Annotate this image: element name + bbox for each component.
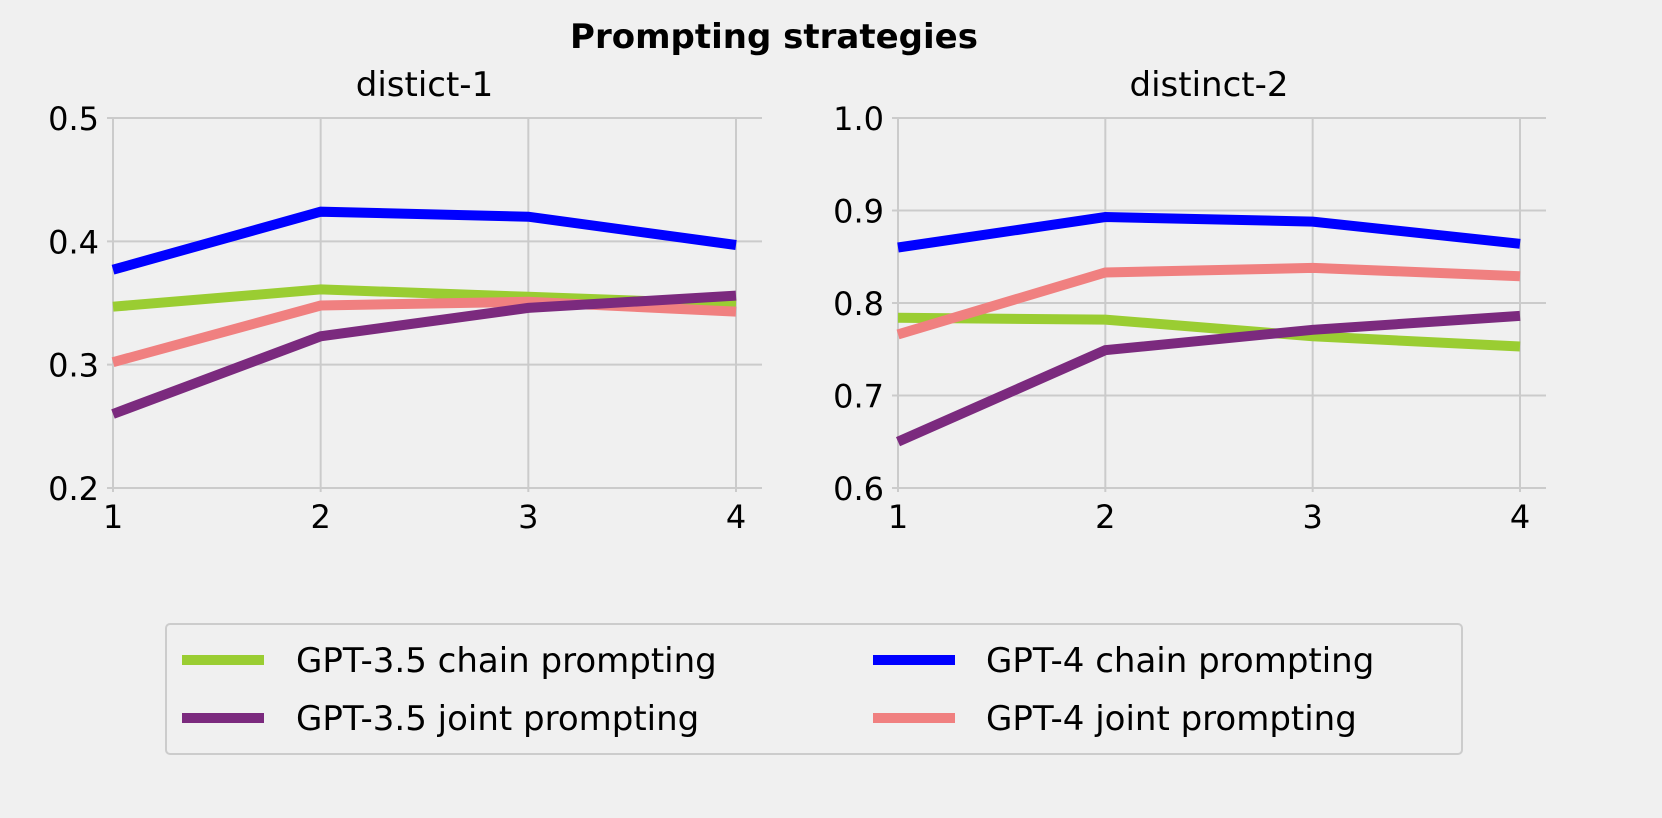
- y-tick-label: 0.3: [48, 347, 99, 385]
- y-tick-label: 0.6: [833, 470, 884, 508]
- x-tick-label: 2: [310, 498, 330, 536]
- series-line-gpt-4-joint-prompting: [896, 262, 1521, 340]
- legend-item-gpt-3-5-joint-prompting: GPT-3.5 joint prompting: [182, 699, 699, 739]
- subplot-2: distinct-2 0.6 0.7 0.8 0.9 1.0 1 2 3 4: [833, 65, 1546, 536]
- legend: GPT-3.5 chain prompting GPT-3.5 joint pro…: [165, 623, 1463, 755]
- legend-item-gpt-4-chain-prompting: GPT-4 chain prompting: [873, 641, 1374, 681]
- legend-frame: [165, 623, 1463, 755]
- legend-label: GPT-4 joint prompting: [986, 699, 1357, 739]
- legend-item-gpt-3-5-chain-prompting: GPT-3.5 chain prompting: [182, 641, 717, 681]
- subplot-1: distict-1 0.2 0.3 0.4 0.5 1 2 3 4: [48, 65, 762, 536]
- series-line-gpt-4-chain-prompting: [111, 206, 737, 275]
- legend-label: GPT-3.5 joint prompting: [296, 699, 699, 739]
- y-tick-label: 0.7: [833, 378, 884, 416]
- legend-item-gpt-4-joint-prompting: GPT-4 joint prompting: [873, 699, 1357, 739]
- x-tick-label: 1: [888, 498, 908, 536]
- subplots: distict-1 0.2 0.3 0.4 0.5 1 2 3 4 distinct-2 0.6 0.…: [48, 65, 1546, 536]
- series-line-gpt-3-5-joint-prompting: [111, 290, 737, 419]
- y-tick-label: 0.5: [48, 100, 99, 138]
- subplot-title: distinct-2: [1130, 65, 1289, 105]
- y-tick-label: 0.9: [833, 193, 884, 231]
- series-line-gpt-3-5-chain-prompting: [897, 312, 1521, 352]
- x-tick-label: 4: [1510, 498, 1530, 536]
- series-line-gpt-3-5-joint-prompting: [895, 310, 1521, 447]
- x-tick-label: 1: [103, 498, 123, 536]
- legend-label: GPT-3.5 chain prompting: [296, 641, 717, 681]
- chart-title: Prompting strategies: [570, 17, 978, 57]
- x-tick-label: 3: [518, 498, 538, 536]
- x-tick-label: 2: [1095, 498, 1115, 536]
- y-tick-label: 0.4: [48, 223, 99, 261]
- y-tick-label: 1.0: [833, 100, 884, 138]
- series-line-gpt-4-joint-prompting: [111, 296, 737, 368]
- x-tick-label: 4: [726, 498, 746, 536]
- subplot-title: distict-1: [356, 65, 493, 105]
- x-tick-label: 3: [1302, 498, 1322, 536]
- series-line-gpt-4-chain-prompting: [897, 211, 1521, 253]
- legend-label: GPT-4 chain prompting: [986, 641, 1374, 681]
- y-tick-label: 0.2: [48, 470, 99, 508]
- y-tick-label: 0.8: [833, 285, 884, 323]
